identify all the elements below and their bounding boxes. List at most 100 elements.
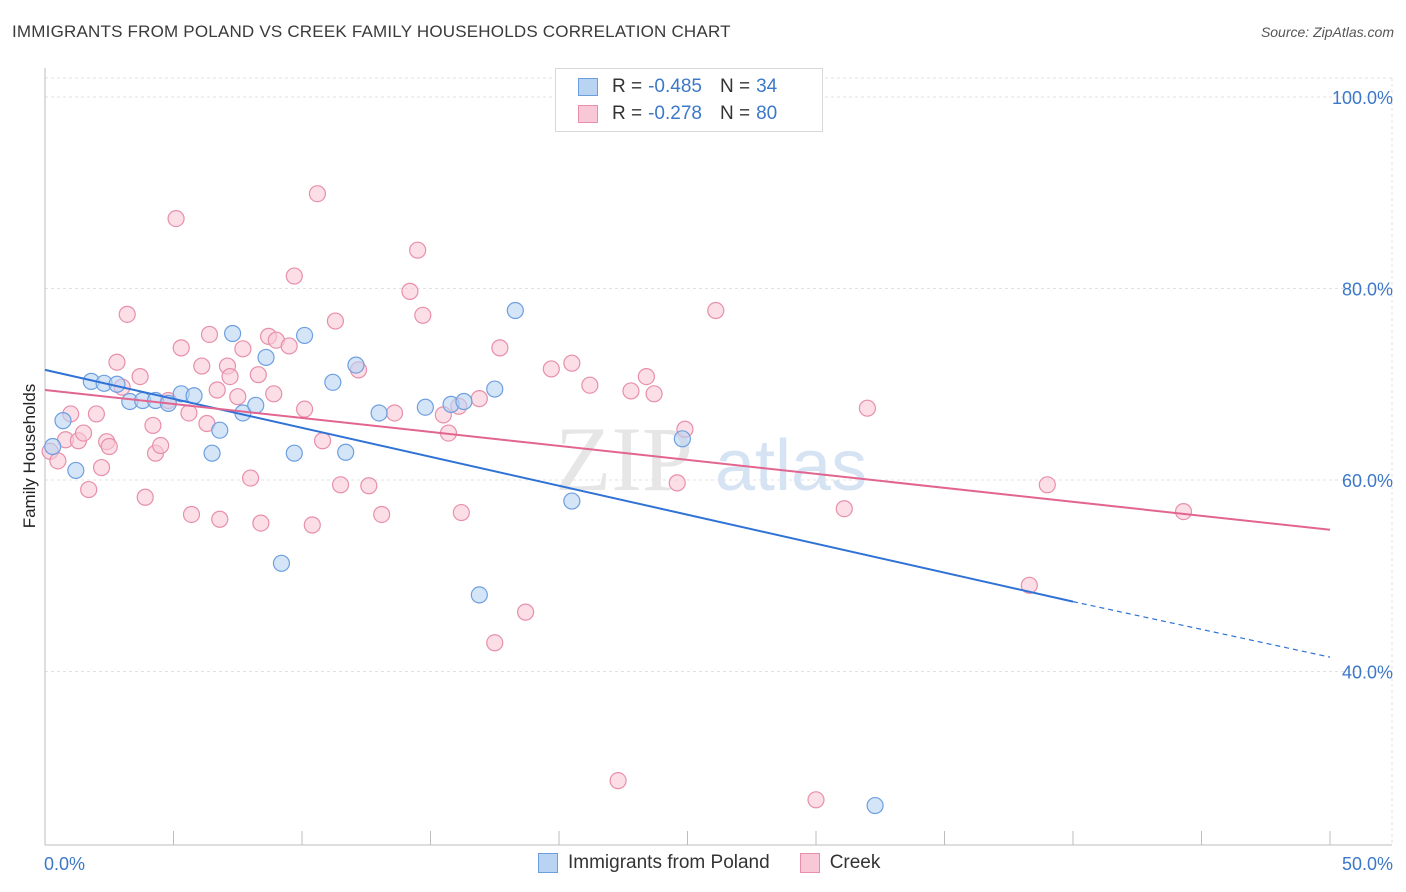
poland-point	[673, 430, 691, 448]
poland-point	[67, 461, 85, 480]
poland-point	[224, 324, 242, 343]
creek-point	[221, 367, 239, 386]
poland-swatch	[578, 78, 598, 96]
creek-point	[229, 388, 247, 406]
creek-point	[1020, 576, 1038, 594]
watermark: ZIP atlas	[555, 408, 867, 510]
trend-lines	[44, 368, 1331, 658]
creek-point	[1038, 476, 1056, 494]
chart-title: IMMIGRANTS FROM POLAND VS CREEK FAMILY H…	[12, 22, 731, 41]
creek-point	[285, 267, 303, 285]
creek-point	[1174, 502, 1193, 521]
creek-point	[542, 360, 560, 378]
creek-point	[136, 488, 154, 506]
creek-point	[265, 385, 283, 403]
creek-point	[668, 474, 686, 492]
creek-point	[87, 405, 106, 423]
y-tick-label: 80.0%	[1342, 280, 1393, 300]
creek-point	[131, 367, 149, 386]
poland-point	[257, 348, 275, 367]
creek-point	[486, 634, 504, 652]
creek-point	[182, 505, 201, 524]
creek-trend-line	[44, 389, 1331, 531]
creek-point	[385, 404, 404, 422]
creek-point	[249, 366, 267, 384]
poland-point	[470, 586, 488, 604]
poland-point	[272, 554, 291, 572]
poland-point	[54, 412, 72, 430]
creek-point	[172, 339, 190, 357]
creek-point	[414, 306, 432, 324]
creek-point	[452, 503, 470, 522]
poland-point	[563, 492, 581, 510]
poland-point	[324, 373, 342, 391]
data-points	[41, 185, 1193, 815]
correlation-legend: R = -0.485 N = 34 R = -0.278 N = 80	[555, 68, 823, 132]
n-value: 34	[756, 76, 778, 97]
creek-point	[108, 353, 126, 371]
creek-point	[331, 476, 350, 494]
poland-swatch	[538, 853, 558, 873]
legend-row-poland: R = -0.485 N = 34	[578, 75, 777, 99]
creek-point	[234, 340, 252, 358]
creek-point	[118, 305, 136, 323]
poland-point	[337, 443, 355, 461]
creek-point	[409, 241, 427, 259]
legend-item-poland: Immigrants from Poland	[538, 852, 770, 874]
y-tick-label: 100.0%	[1332, 88, 1393, 108]
n-label: N =	[719, 103, 751, 124]
r-value: -0.485	[648, 76, 702, 97]
poland-point	[285, 444, 303, 462]
legend-label-poland: Immigrants from Poland	[568, 852, 770, 873]
poland-point	[211, 421, 229, 439]
creek-point	[313, 432, 332, 450]
creek-point	[308, 185, 327, 203]
y-tick-label: 60.0%	[1342, 471, 1393, 491]
creek-point	[211, 510, 229, 528]
poland-point	[44, 437, 62, 456]
creek-point	[295, 400, 314, 418]
creek-point	[645, 385, 663, 403]
legend-item-creek: Creek	[799, 852, 880, 874]
poland-point	[866, 796, 884, 815]
r-value: -0.278	[648, 103, 702, 124]
n-value: 80	[756, 103, 778, 124]
creek-point	[360, 477, 378, 495]
x-tick-label: 0.0%	[44, 854, 85, 874]
creek-point	[167, 210, 185, 228]
y-axis-label: Family Households	[20, 384, 39, 529]
creek-point	[326, 312, 345, 330]
creek-point	[622, 382, 640, 400]
n-label: N =	[719, 76, 751, 97]
creek-point	[303, 516, 321, 534]
creek-swatch	[578, 105, 598, 123]
poland-point	[506, 301, 524, 320]
creek-point	[49, 452, 67, 470]
poland-trend-extension	[1072, 601, 1331, 658]
creek-point	[470, 390, 488, 408]
r-label: R =	[612, 76, 643, 97]
creek-point	[152, 436, 170, 455]
creek-point	[835, 500, 853, 518]
poland-point	[347, 356, 365, 374]
creek-point	[516, 603, 535, 621]
poland-point	[295, 326, 314, 345]
x-tick-label: 50.0%	[1342, 854, 1393, 874]
creek-point	[74, 424, 93, 442]
creek-point	[401, 282, 419, 300]
creek-point	[208, 381, 226, 399]
creek-point	[858, 399, 877, 417]
creek-point	[144, 416, 162, 435]
creek-point	[193, 357, 211, 375]
source-label: Source: ZipAtlas.com	[1260, 24, 1394, 40]
creek-point	[491, 339, 509, 357]
creek-point	[242, 469, 260, 487]
poland-point	[486, 380, 504, 398]
creek-point	[280, 337, 298, 355]
creek-swatch	[799, 853, 820, 873]
poland-point	[416, 398, 434, 416]
y-tick-label: 40.0%	[1342, 663, 1393, 683]
series-legend: Immigrants from Poland Creek	[538, 852, 910, 874]
creek-point	[92, 458, 111, 477]
